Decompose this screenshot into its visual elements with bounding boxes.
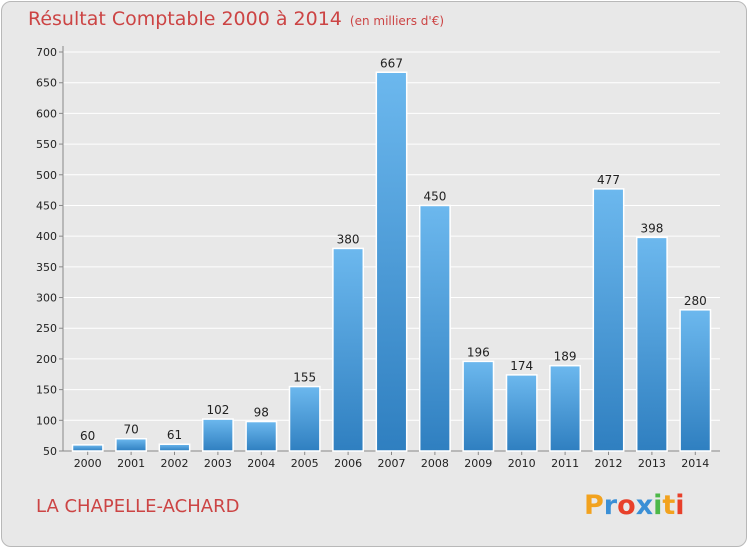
value-label-2002: 61	[167, 428, 182, 442]
logo-letter: i	[653, 490, 663, 521]
bar-2013	[635, 236, 668, 452]
value-label-2012: 477	[597, 173, 620, 187]
value-label-2000: 60	[80, 429, 95, 443]
y-tick-label: 600	[36, 107, 57, 120]
y-tick-label: 450	[36, 199, 57, 212]
logo-letter: t	[662, 490, 676, 521]
x-tick-label-2010: 2010	[508, 457, 536, 470]
unit-note: (en milliers d'€)	[349, 14, 445, 28]
value-label-2008: 450	[423, 189, 446, 203]
bar-2007	[375, 71, 408, 452]
logo-letter: r	[603, 490, 618, 521]
value-label-2005: 155	[293, 371, 316, 385]
proxiti-logo: Proxiti	[584, 490, 685, 521]
bar-2009	[462, 360, 495, 452]
chart-title: Résultat Comptable 2000 à 2014 (en millie…	[28, 8, 444, 30]
value-label-2004: 98	[254, 406, 269, 420]
city-name: LA CHAPELLE-ACHARD	[36, 496, 240, 517]
y-tick-label: 50	[43, 445, 57, 458]
bar-2002	[158, 443, 191, 452]
bar-2005	[288, 385, 321, 452]
bar-2006	[332, 247, 365, 452]
bar-2011	[549, 364, 582, 452]
y-tick-label: 100	[36, 414, 57, 427]
y-tick-label: 550	[36, 138, 57, 151]
title-text: Résultat Comptable 2000 à 2014	[28, 8, 342, 30]
value-label-2014: 280	[684, 294, 707, 308]
x-tick-label-2004: 2004	[247, 457, 275, 470]
x-tick-label-2012: 2012	[595, 457, 623, 470]
x-tick-label-2006: 2006	[334, 457, 362, 470]
bar-2010	[505, 374, 538, 452]
logo-letter: o	[617, 490, 636, 521]
value-label-2003: 102	[206, 403, 229, 417]
x-tick-label-2000: 2000	[74, 457, 102, 470]
x-tick-label-2001: 2001	[117, 457, 145, 470]
logo-letter: i	[675, 490, 685, 521]
value-label-2009: 196	[467, 345, 490, 359]
x-tick-label-2002: 2002	[161, 457, 189, 470]
x-tick-label-2014: 2014	[681, 457, 709, 470]
x-tick-label-2008: 2008	[421, 457, 449, 470]
bar-2003	[201, 418, 234, 452]
x-tick-label-2009: 2009	[464, 457, 492, 470]
bar-2008	[418, 204, 451, 452]
y-tick-label: 250	[36, 322, 57, 335]
value-label-2013: 398	[640, 221, 663, 235]
value-label-2007: 667	[380, 56, 403, 70]
y-tick-label: 650	[36, 77, 57, 90]
bar-2001	[115, 437, 148, 452]
y-tick-label: 200	[36, 353, 57, 366]
bar-2000	[71, 444, 104, 452]
x-tick-label-2005: 2005	[291, 457, 319, 470]
labels: 50 100 150 200 250 300 350 400 450 500 550 600 650 70…	[36, 46, 709, 470]
x-tick-label-2003: 2003	[204, 457, 232, 470]
logo-letter: P	[584, 490, 604, 521]
logo-letter: x	[635, 490, 654, 521]
bar-2004	[245, 420, 278, 452]
y-tick-label: 350	[36, 261, 57, 274]
y-tick-label: 150	[36, 384, 57, 397]
y-tick-label: 500	[36, 169, 57, 182]
bar-2014	[679, 309, 712, 452]
value-label-2006: 380	[337, 232, 360, 246]
y-tick-label: 400	[36, 230, 57, 243]
x-tick-label-2013: 2013	[638, 457, 666, 470]
value-label-2010: 174	[510, 359, 533, 373]
value-label-2001: 70	[123, 423, 138, 437]
value-label-2011: 189	[554, 350, 577, 364]
x-tick-label-2011: 2011	[551, 457, 579, 470]
x-tick-label-2007: 2007	[378, 457, 406, 470]
y-tick-label: 300	[36, 292, 57, 305]
bar-2012	[592, 188, 625, 452]
bars	[71, 71, 712, 452]
y-tick-label: 700	[36, 46, 57, 59]
